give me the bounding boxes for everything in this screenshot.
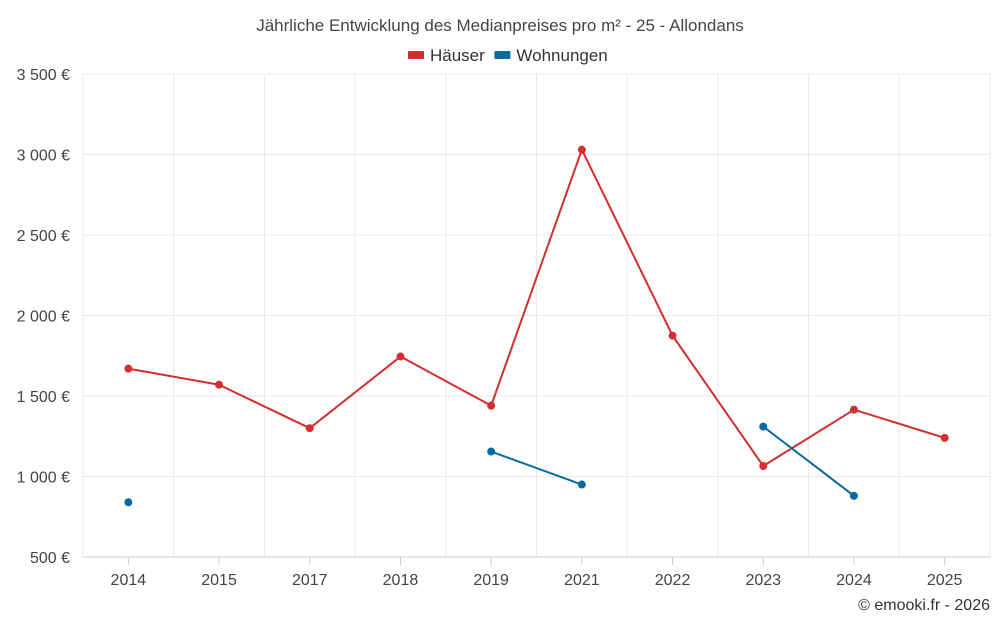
legend: Häuser Wohnungen [408, 46, 608, 65]
x-tick-label: 2021 [564, 572, 600, 589]
data-point-h-user[interactable] [396, 352, 405, 361]
credit-text: © emooki.fr - 2026 [858, 597, 990, 614]
y-tick-label: 3 000 € [17, 148, 70, 165]
series-line-wohnungen [762, 425, 855, 497]
x-tick-label: 2018 [383, 572, 419, 589]
legend-swatch [494, 51, 511, 59]
x-tick-label: 2017 [292, 572, 328, 589]
data-point-h-user[interactable] [305, 424, 314, 433]
y-tick-label: 1 500 € [17, 389, 70, 406]
x-tick-label: 2019 [473, 572, 509, 589]
data-point-h-user[interactable] [759, 462, 768, 471]
data-point-h-user[interactable] [940, 433, 949, 442]
y-tick-label: 1 000 € [17, 470, 70, 487]
x-axis: 2014 2015 2017 2018 2019 2021 2022 2023 2024 2025 [111, 557, 963, 589]
legend-label: Wohnungen [516, 46, 607, 65]
data-point-h-user[interactable] [124, 364, 133, 373]
y-tick-label: 2 500 € [17, 228, 70, 245]
series-line-h-user [128, 148, 945, 468]
data-point-wohnungen[interactable] [577, 480, 586, 489]
data-point-h-user[interactable] [668, 331, 677, 340]
x-tick-label: 2022 [655, 572, 691, 589]
legend-swatch [408, 51, 424, 59]
data-point-wohnungen[interactable] [759, 422, 768, 431]
x-tick-label: 2014 [111, 572, 147, 589]
data-point-wohnungen[interactable] [124, 498, 133, 507]
x-tick-label: 2025 [927, 572, 963, 589]
chart-title: Jährliche Entwicklung des Medianpreises … [256, 16, 744, 35]
data-point-h-user[interactable] [487, 401, 496, 410]
x-tick-label: 2015 [201, 572, 237, 589]
data-point-h-user[interactable] [215, 380, 224, 389]
y-axis: 500 € 1 000 € 1 500 € 2 000 € 2 500 € 3 000 €… [17, 67, 70, 567]
x-tick-label: 2024 [836, 572, 872, 589]
x-tick-label: 2023 [745, 572, 781, 589]
y-tick-label: 3 500 € [17, 67, 70, 84]
data-point-h-user[interactable] [577, 145, 586, 154]
grid-lines [82, 73, 991, 558]
data-point-h-user[interactable] [849, 405, 858, 414]
data-point-wohnungen[interactable] [849, 491, 858, 500]
y-tick-label: 500 € [30, 550, 70, 567]
legend-item-h-user[interactable]: Häuser [408, 46, 485, 65]
series-group [124, 145, 949, 507]
legend-label: Häuser [430, 46, 485, 65]
series-line-wohnungen [490, 450, 583, 486]
legend-item-wohnungen[interactable]: Wohnungen [494, 46, 608, 65]
y-tick-label: 2 000 € [17, 309, 70, 326]
data-point-wohnungen[interactable] [487, 447, 496, 456]
